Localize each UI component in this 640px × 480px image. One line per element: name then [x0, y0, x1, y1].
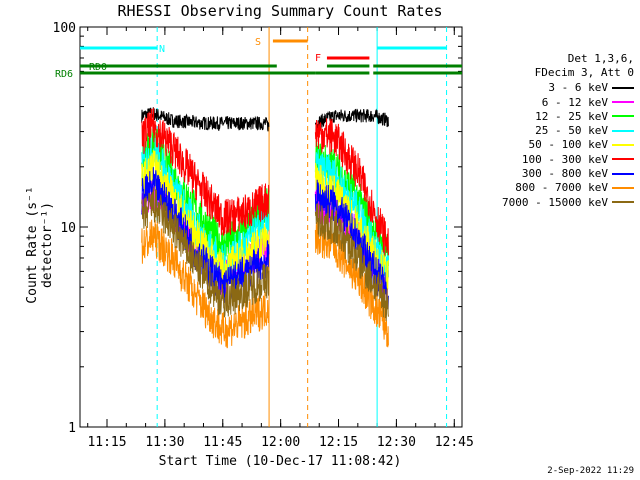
legend-entry: 300 - 800 keV — [468, 166, 634, 180]
footer-timestamp: 2-Sep-2022 11:29 — [547, 466, 634, 476]
x-tick-label: 12:30 — [377, 435, 416, 450]
y-axis-label: Count Rate (s⁻¹ detector⁻¹) — [25, 186, 55, 304]
x-tick-label: 12:00 — [261, 435, 300, 450]
x-tick-label: 12:45 — [435, 435, 474, 450]
series-line-7 — [314, 221, 389, 348]
series-line-5 — [141, 107, 270, 237]
legend-swatch — [612, 143, 634, 146]
legend-swatch — [612, 172, 634, 175]
series-line-6 — [314, 179, 389, 310]
series-line-8 — [314, 203, 389, 322]
series-line-0 — [141, 107, 270, 132]
legend-swatch — [612, 158, 634, 161]
legend-header-line-2: FDecim 3, Att 0 — [534, 66, 634, 80]
series-line-5 — [314, 118, 389, 256]
legend-entry: 100 - 300 keV — [468, 152, 634, 166]
legend-entry: 6 - 12 keV — [468, 95, 634, 109]
x-tick-label: 11:45 — [203, 435, 242, 450]
series-line-7 — [141, 219, 270, 349]
legend-entry-label: 3 - 6 keV — [548, 81, 608, 95]
x-tick-label: 11:15 — [87, 435, 126, 450]
legend-entry: 12 - 25 keV — [468, 109, 634, 123]
legend-entry: 800 - 7000 keV — [468, 181, 634, 195]
legend-entry: 3 - 6 keV — [468, 81, 634, 95]
x-axis-label: Start Time (10-Dec-17 11:08:42) — [158, 454, 402, 469]
y-tick-label: 10 — [60, 221, 76, 236]
legend: Det 1,3,6, FDecim 3, Att 0 3 - 6 keV 6 - … — [468, 52, 634, 209]
legend-entry: 25 - 50 keV — [468, 123, 634, 137]
legend-swatch — [612, 86, 634, 89]
legend-entry-label: 7000 - 15000 keV — [502, 195, 608, 209]
legend-entry-label: 12 - 25 keV — [535, 109, 608, 123]
legend-entry: 50 - 100 keV — [468, 138, 634, 152]
legend-header-line-1: Det 1,3,6, — [567, 52, 634, 65]
series-line-8 — [141, 187, 270, 318]
legend-swatch — [612, 186, 634, 189]
flag-label-f: F — [315, 53, 321, 64]
legend-swatch — [612, 129, 634, 132]
legend-entry: 7000 - 15000 keV — [468, 195, 634, 209]
legend-entry-label: 50 - 100 keV — [528, 138, 608, 152]
legend-entry-label: 6 - 12 keV — [541, 95, 608, 109]
chart-title: RHESSI Observing Summary Count Rates — [117, 2, 443, 20]
y-tick-label: 1 — [68, 421, 76, 436]
legend-swatch — [612, 115, 634, 118]
x-tick-label: 12:15 — [319, 435, 358, 450]
y-tick-label: 100 — [53, 21, 76, 36]
x-tick-label: 11:30 — [145, 435, 184, 450]
legend-entry-label: 800 - 7000 keV — [515, 181, 608, 195]
flag-label-rd6: RD6 — [55, 69, 73, 80]
series-line-0 — [314, 108, 389, 130]
flag-label-rd0: RD0 — [89, 62, 107, 73]
flag-label-s: S — [255, 37, 261, 48]
legend-entry-label: 300 - 800 keV — [521, 167, 608, 181]
legend-swatch — [612, 101, 634, 104]
legend-entry-label: 25 - 50 keV — [535, 124, 608, 138]
legend-entry-label: 100 - 300 keV — [521, 152, 608, 166]
flag-label-n: N — [159, 44, 165, 55]
legend-swatch — [612, 201, 634, 204]
plot-frame — [79, 26, 463, 428]
